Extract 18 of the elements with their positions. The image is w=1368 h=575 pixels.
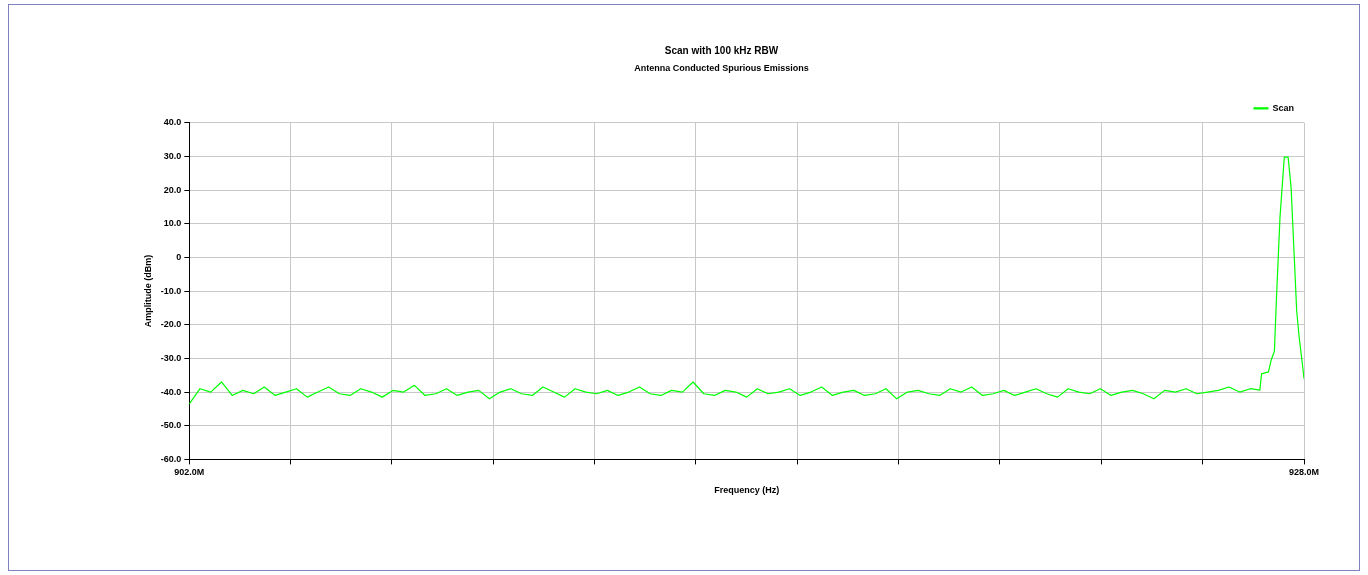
- y-axis-title: Amplitude (dBm): [142, 254, 153, 328]
- y-tick-label: -30.0: [160, 352, 182, 363]
- legend-label: Scan: [1272, 102, 1294, 113]
- x-axis-title: Frequency (Hz): [714, 485, 780, 496]
- y-tick-label: 30.0: [163, 150, 182, 161]
- y-tick-label: -10.0: [160, 285, 182, 296]
- y-tick-label: 20.0: [163, 184, 182, 195]
- x-tick-label: 902.0M: [174, 467, 205, 478]
- y-tick-label: 0: [176, 251, 182, 262]
- y-tick-label: 40.0: [163, 117, 182, 128]
- y-tick-label: -60.0: [160, 453, 182, 464]
- x-tick-label: 928.0M: [1288, 467, 1320, 478]
- y-tick-label: -20.0: [160, 319, 182, 330]
- chart-subtitle: Antenna Conducted Spurious Emissions: [634, 62, 809, 73]
- y-tick-label: -40.0: [160, 386, 182, 397]
- chart-title: Scan with 100 kHz RBW: [664, 44, 779, 56]
- y-tick-label: 10.0: [163, 218, 182, 229]
- y-tick-label: -50.0: [160, 420, 182, 431]
